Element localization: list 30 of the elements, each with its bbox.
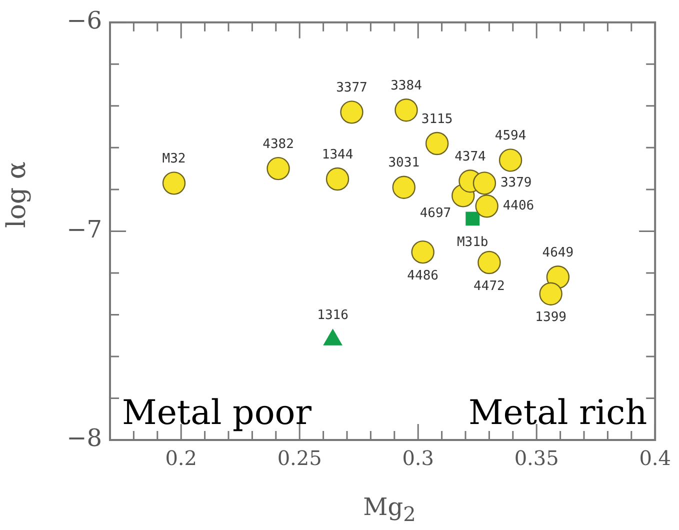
annotation: 3115 xyxy=(421,112,453,127)
x-tick-label: 0.25 xyxy=(277,446,322,470)
annotation: 3384 xyxy=(390,78,422,94)
x-tick-label: 0.2 xyxy=(165,446,198,470)
annotation: 3031 xyxy=(388,156,420,171)
annotation: 4594 xyxy=(494,128,526,144)
x-tick-label: 0.35 xyxy=(514,446,559,470)
annotation: 4406 xyxy=(502,198,534,214)
annotation: 4697 xyxy=(420,206,452,222)
y-tick-label: −7 xyxy=(66,215,102,244)
x-tick-label: 0.4 xyxy=(639,446,672,470)
annotation: Metal rich xyxy=(468,393,648,433)
annotation: M32 xyxy=(162,152,186,167)
annotation: Metal poor xyxy=(122,393,312,433)
annotation: 4382 xyxy=(262,136,294,152)
annotation: 3379 xyxy=(500,176,532,191)
annotation: 1344 xyxy=(322,147,354,162)
annotation: 1316 xyxy=(317,308,348,324)
y-axis-title: log α xyxy=(2,162,32,228)
y-tick-label: −6 xyxy=(66,6,102,35)
annotation: 4486 xyxy=(407,268,438,284)
annotation: 3377 xyxy=(336,80,368,96)
annotation: 1399 xyxy=(535,310,566,326)
annotation: M31b xyxy=(456,235,488,250)
x-axis-title: Mg$_{2}$ xyxy=(362,493,417,526)
annotation: 4472 xyxy=(474,278,505,294)
annotation: 4649 xyxy=(542,246,574,261)
x-tick-label: 0.3 xyxy=(402,446,434,470)
y-tick-label: −8 xyxy=(66,424,102,452)
annotation: 4374 xyxy=(454,149,486,164)
